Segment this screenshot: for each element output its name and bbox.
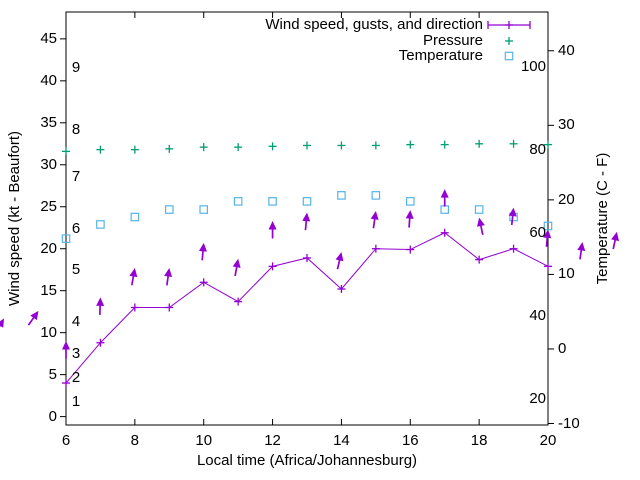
temperature-f-label: 100 [520, 58, 546, 76]
temperature-f-label: 40 [529, 306, 546, 324]
legend-label-wind: Wind speed, gusts, and direction [265, 16, 483, 33]
temperature-c-tick-label: 10 [558, 265, 575, 283]
legend-label-pressure: Pressure [422, 32, 483, 49]
wind-speed-tick-label: 5 [48, 365, 57, 383]
temperature-marker [405, 197, 415, 206]
wind-direction-arrow [440, 189, 449, 207]
beaufort-scale-label: 3 [71, 345, 81, 363]
wind-direction-arrow [0, 318, 5, 334]
wind-direction-arrow [508, 207, 517, 226]
temperature-c-tick-label: -10 [558, 414, 580, 432]
beaufort-scale-label: 4 [71, 312, 81, 330]
wind-direction-arrow [27, 310, 39, 326]
temperature-marker [96, 220, 105, 229]
wind-direction-arrow [268, 221, 277, 239]
arrow-head [232, 258, 241, 268]
arrow-head [543, 229, 552, 239]
temperature-marker [164, 205, 174, 214]
temperature-c-tick-label: 40 [558, 41, 575, 59]
temperature-marker [474, 205, 484, 214]
wind-direction-arrow [405, 210, 414, 228]
temperature-f-label: 60 [529, 223, 546, 241]
x-tick-label: 16 [401, 432, 419, 449]
arrow-head [335, 252, 344, 262]
temperature-c-tick-label: 0 [558, 339, 567, 357]
beaufort-scale-label: 6 [71, 220, 81, 238]
temperature-marker [440, 205, 450, 214]
wind-direction-arrow [335, 252, 344, 270]
arrow-head [370, 210, 379, 220]
temperature-c-tick-label: 20 [558, 190, 575, 208]
legend-temperature-sample-marker [504, 51, 514, 61]
wind-speed-tick-label: 45 [40, 29, 57, 47]
x-tick-label: 10 [195, 432, 213, 449]
wind-speed-tick-label: 15 [40, 281, 57, 299]
wind-speed-tick-label: 30 [40, 155, 57, 173]
wind-speed-tick-label: 40 [40, 71, 57, 89]
temperature-marker [268, 197, 277, 206]
right-axis-title: Temperature (C - F) [594, 152, 611, 285]
temperature-f-label: 20 [529, 389, 546, 407]
legend-label-temperature: Temperature [398, 47, 483, 64]
arrow-head [30, 310, 39, 321]
beaufort-scale-label: 2 [71, 368, 81, 386]
temperature-c-tick-label: 30 [558, 116, 575, 134]
wind-direction-arrow [232, 258, 241, 277]
x-axis-title: Local time (Africa/Johannesburg) [196, 452, 418, 469]
beaufort-scale-label: 7 [71, 168, 81, 186]
wind-direction-arrow [577, 242, 586, 260]
wind-direction-arrow [164, 268, 173, 286]
x-tick-label: 18 [470, 432, 488, 449]
beaufort-scale-label: 5 [71, 260, 81, 278]
temperature-marker [130, 212, 140, 222]
wind-speed-tick-label: 35 [40, 113, 57, 131]
temperature-marker [61, 234, 71, 243]
wind-direction-arrow [302, 212, 311, 231]
temperature-marker [199, 205, 209, 214]
arrow-head [164, 268, 173, 278]
temperature-marker [337, 191, 346, 200]
wind-direction-arrow [370, 210, 379, 229]
temperature-marker [302, 197, 312, 206]
arrow-head [0, 318, 5, 328]
wind-speed-tick-label: 20 [40, 239, 57, 257]
temperature-f-label: 80 [529, 141, 546, 159]
beaufort-scale-label: 9 [71, 59, 81, 77]
beaufort-scale-label: 8 [71, 120, 81, 138]
plot-border [65, 11, 549, 426]
wind-speed-tick-label: 10 [40, 323, 57, 341]
arrow-head [129, 268, 138, 278]
wind-speed-tick-label: 25 [40, 197, 57, 215]
arrow-head [302, 212, 311, 222]
arrow-head [508, 207, 517, 217]
wind-direction-arrow [96, 297, 105, 315]
wind-direction-arrow [476, 217, 485, 235]
arrow-head [577, 242, 586, 251]
arrow-head [611, 231, 620, 242]
x-tick-label: 14 [333, 432, 350, 449]
arrow-head [96, 297, 105, 307]
temperature-marker [233, 197, 243, 206]
wind-direction-arrow [611, 231, 620, 250]
wind-direction-arrow [543, 229, 552, 247]
arrow-head [268, 221, 277, 230]
arrow-head [476, 217, 485, 227]
wind-direction-arrow [129, 268, 138, 286]
x-tick-label: 6 [61, 432, 71, 449]
x-tick-label: 8 [130, 432, 140, 449]
x-tick-label: 12 [264, 432, 281, 449]
beaufort-scale-label: 1 [71, 393, 81, 411]
temperature-marker [371, 191, 381, 200]
arrow-head [62, 341, 70, 350]
arrow-head [198, 242, 207, 252]
wind-direction-arrow [198, 242, 207, 261]
x-tick-label: 20 [539, 432, 557, 449]
arrow-head [405, 210, 414, 219]
arrow-head [440, 189, 449, 198]
wind-direction-arrow [62, 341, 70, 359]
wind-speed-tick-label: 0 [48, 407, 57, 425]
